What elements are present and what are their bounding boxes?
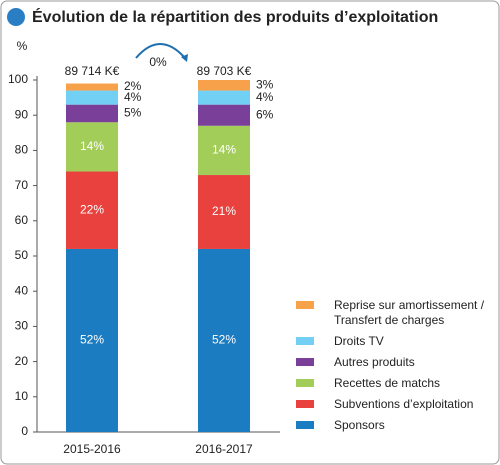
change-arrow <box>135 43 186 59</box>
y-tick-label: 0 <box>21 424 28 438</box>
legend-label: Recettes de matchs <box>334 376 441 390</box>
data-label: 21% <box>212 204 236 218</box>
legend-label: Reprise sur amortissement / Transfert de… <box>334 298 485 327</box>
change-label: 0% <box>149 55 167 69</box>
x-tick-label: 2015-2016 <box>63 442 121 456</box>
data-label: 4% <box>256 90 274 104</box>
legend: Reprise sur amortissement / Transfert de… <box>296 298 496 439</box>
legend-swatch <box>296 400 314 408</box>
arrow-head <box>181 54 188 62</box>
legend-label: Droits TV <box>334 334 384 348</box>
legend-swatch <box>296 301 314 309</box>
bar-segment <box>66 90 118 105</box>
y-tick-label: 30 <box>15 319 29 333</box>
y-tick-label: 90 <box>15 107 29 121</box>
y-axis-label: % <box>17 39 28 53</box>
legend-item: Subventions d’exploitation <box>296 397 496 412</box>
data-label: 14% <box>80 139 104 153</box>
legend-label: Sponsors <box>334 418 385 432</box>
data-label: 5% <box>124 106 142 120</box>
bar-segment <box>66 122 118 172</box>
title-icon <box>7 8 25 26</box>
bar-segment <box>198 125 250 176</box>
data-label: 2% <box>124 79 142 93</box>
data-label: 52% <box>80 333 104 347</box>
y-tick-label: 80 <box>15 143 29 157</box>
bar-segment <box>66 104 118 123</box>
bar-segment <box>198 80 250 91</box>
bar-segment <box>198 90 250 105</box>
bar-segment <box>66 248 118 432</box>
legend-item: Recettes de matchs <box>296 376 496 391</box>
data-label: 22% <box>80 202 104 216</box>
legend-label: Subventions d’exploitation <box>334 397 474 411</box>
total-label: 89 714 K€ <box>65 64 120 78</box>
legend-swatch <box>296 379 314 387</box>
legend-item: Droits TV <box>296 334 496 349</box>
data-label: 4% <box>124 90 142 104</box>
y-tick-label: 20 <box>15 354 29 368</box>
legend-item: Reprise sur amortissement / Transfert de… <box>296 298 496 328</box>
legend-swatch <box>296 337 314 345</box>
bar-segment <box>198 175 250 249</box>
y-tick-label: 50 <box>15 248 29 262</box>
bar-segment <box>198 248 250 432</box>
legend-item: Sponsors <box>296 418 496 433</box>
legend-item: Autres produits <box>296 355 496 370</box>
y-tick-label: 70 <box>15 178 29 192</box>
data-label: 3% <box>256 77 274 91</box>
chart-title: Évolution de la répartition des produits… <box>32 7 438 26</box>
y-tick-label: 10 <box>15 389 29 403</box>
y-tick-label: 40 <box>15 283 29 297</box>
bar-segment <box>198 104 250 126</box>
bar-segment <box>66 171 118 249</box>
data-label: 6% <box>256 107 274 121</box>
data-label: 52% <box>212 333 236 347</box>
legend-swatch <box>296 358 314 366</box>
x-tick-label: 2016-2017 <box>195 442 253 456</box>
y-tick-label: 100 <box>8 72 28 86</box>
bar-segment <box>66 83 118 91</box>
legend-label: Autres produits <box>334 355 415 369</box>
y-tick-label: 60 <box>15 213 29 227</box>
legend-swatch <box>296 421 314 429</box>
data-label: 14% <box>212 143 236 157</box>
total-label: 89 703 K€ <box>197 64 252 78</box>
